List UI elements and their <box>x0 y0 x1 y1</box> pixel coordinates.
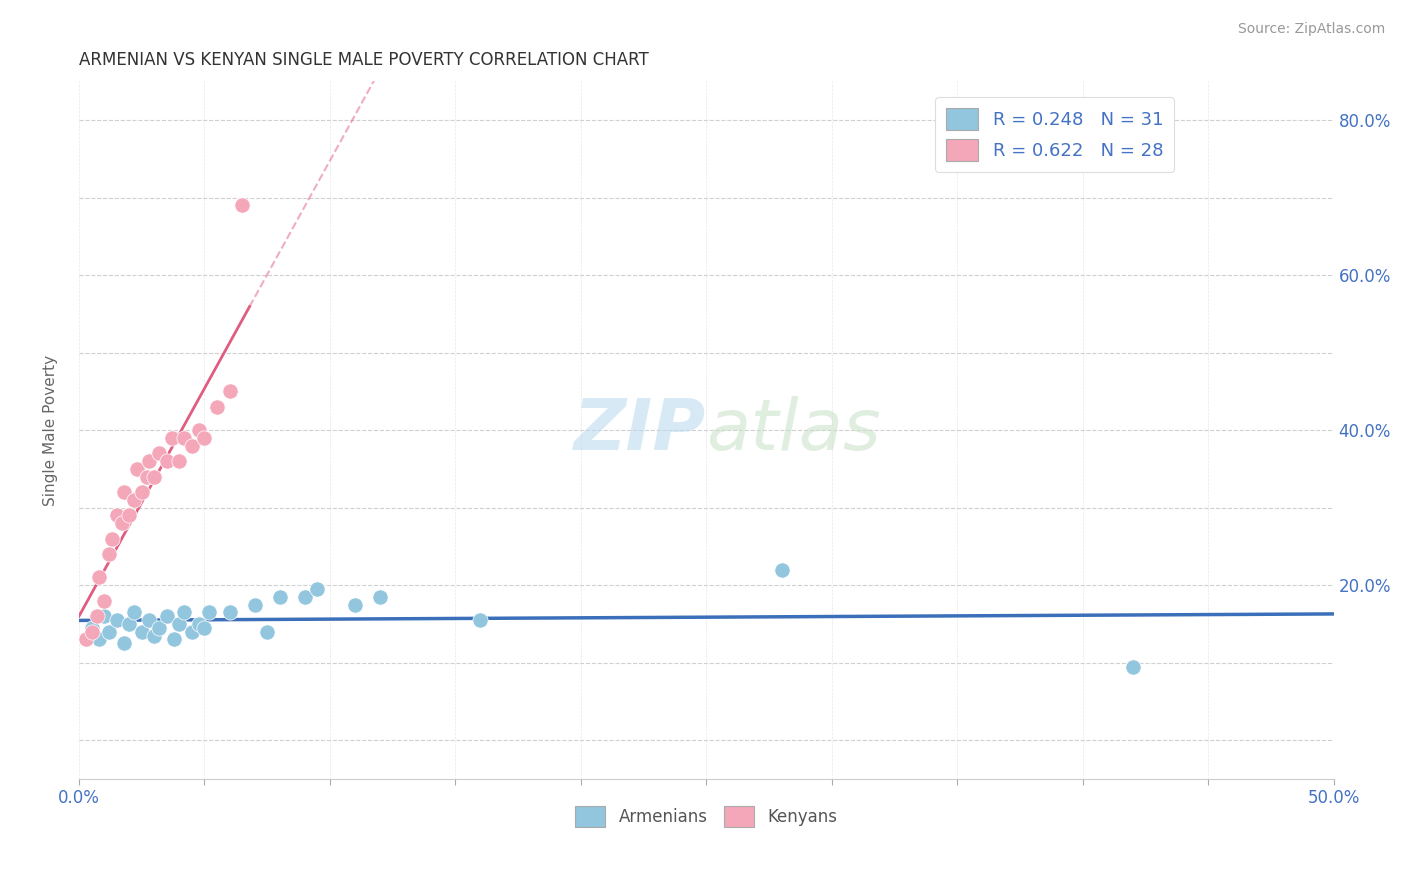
Point <box>188 616 211 631</box>
Point <box>193 431 215 445</box>
Point <box>112 485 135 500</box>
Point <box>76 632 98 647</box>
Point <box>131 485 153 500</box>
Point <box>100 532 122 546</box>
Point <box>243 598 266 612</box>
Point <box>470 613 492 627</box>
Point <box>138 613 160 627</box>
Point <box>180 624 202 639</box>
Text: Source: ZipAtlas.com: Source: ZipAtlas.com <box>1237 22 1385 37</box>
Point <box>86 609 108 624</box>
Point <box>118 616 141 631</box>
Point <box>87 570 110 584</box>
Point <box>131 624 153 639</box>
Point <box>169 616 191 631</box>
Text: atlas: atlas <box>706 396 882 465</box>
Point <box>218 605 240 619</box>
Point <box>105 508 128 523</box>
Point <box>188 423 211 437</box>
Point <box>98 624 121 639</box>
Point <box>112 636 135 650</box>
Point <box>122 605 145 619</box>
Point <box>93 609 115 624</box>
Point <box>143 469 166 483</box>
Point <box>118 508 141 523</box>
Point <box>160 431 183 445</box>
Point <box>193 621 215 635</box>
Point <box>122 492 145 507</box>
Point <box>1122 659 1144 673</box>
Text: ZIP: ZIP <box>574 396 706 465</box>
Point <box>156 609 179 624</box>
Point <box>307 582 329 596</box>
Point <box>205 400 228 414</box>
Point <box>87 632 110 647</box>
Point <box>198 605 221 619</box>
Point <box>148 446 170 460</box>
Point <box>218 384 240 399</box>
Point <box>110 516 132 530</box>
Point <box>93 593 115 607</box>
Point <box>138 454 160 468</box>
Point <box>143 628 166 642</box>
Point <box>180 439 202 453</box>
Point <box>169 454 191 468</box>
Legend: Armenians, Kenyans: Armenians, Kenyans <box>568 800 844 833</box>
Point <box>125 462 148 476</box>
Point <box>368 590 391 604</box>
Point <box>80 624 103 639</box>
Point <box>770 563 793 577</box>
Point <box>256 624 278 639</box>
Y-axis label: Single Male Poverty: Single Male Poverty <box>44 354 58 506</box>
Point <box>231 198 253 212</box>
Point <box>343 598 366 612</box>
Point <box>173 431 195 445</box>
Text: ARMENIAN VS KENYAN SINGLE MALE POVERTY CORRELATION CHART: ARMENIAN VS KENYAN SINGLE MALE POVERTY C… <box>79 51 648 69</box>
Point <box>80 621 103 635</box>
Point <box>148 621 170 635</box>
Point <box>173 605 195 619</box>
Point <box>156 454 179 468</box>
Point <box>269 590 291 604</box>
Point <box>294 590 316 604</box>
Point <box>105 613 128 627</box>
Point <box>163 632 186 647</box>
Point <box>98 547 121 561</box>
Point <box>135 469 157 483</box>
